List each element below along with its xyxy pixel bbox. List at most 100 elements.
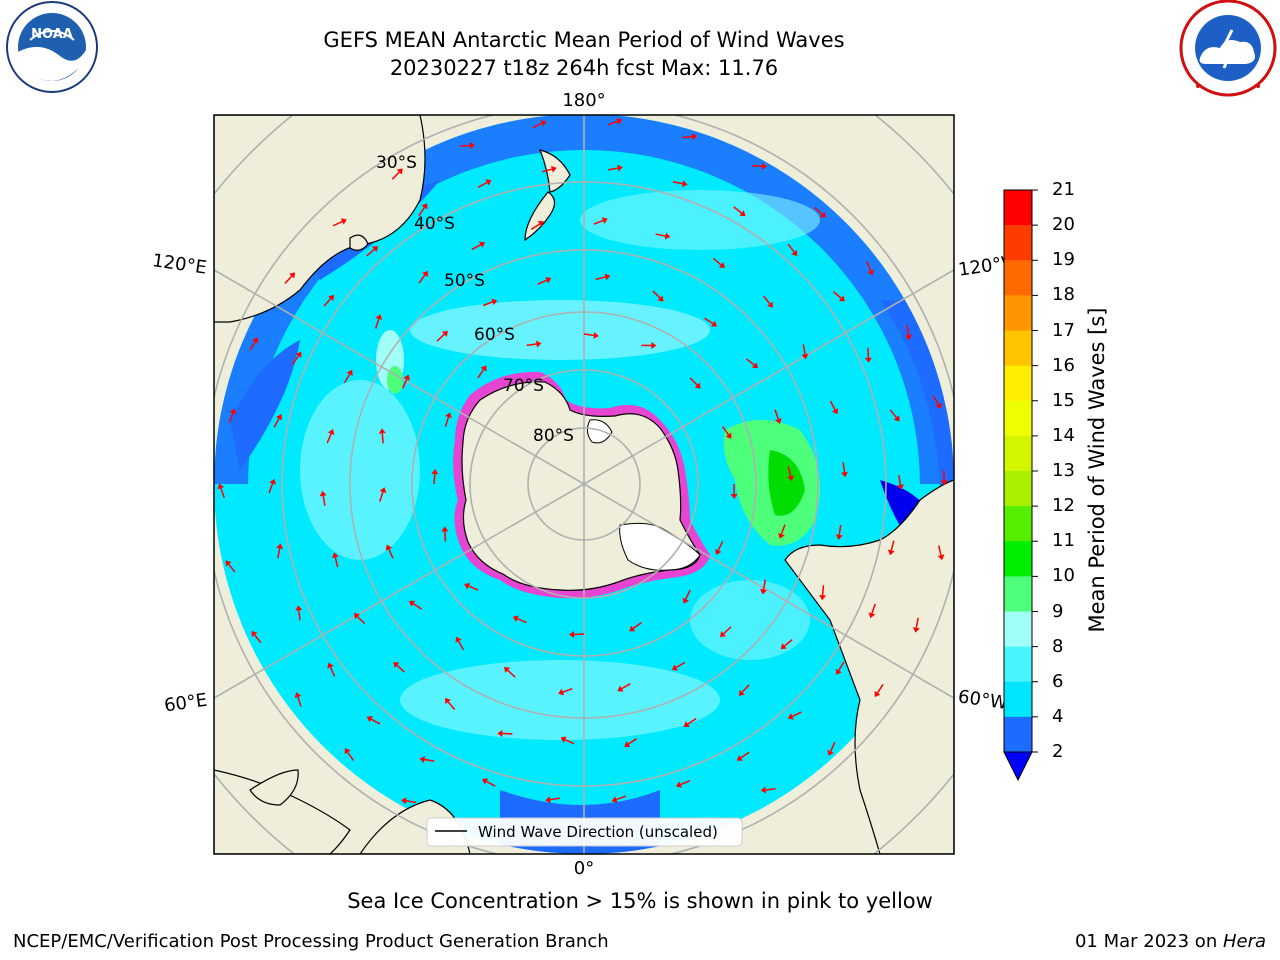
- wind-wave-arrow-head: [455, 636, 462, 643]
- chart-title: GEFS MEAN Antarctic Mean Period of Wind …: [323, 28, 845, 52]
- wind-wave-arrow-shaft: [652, 290, 661, 299]
- colorbar-tick-label: 4: [1052, 705, 1064, 727]
- wind-wave-arrow-head: [441, 330, 448, 337]
- colorbar-tick-label: 6: [1052, 670, 1064, 692]
- colorbar-tick-label: 16: [1052, 354, 1075, 376]
- wind-wave-arrow-head: [675, 781, 682, 788]
- wind-wave-arrow-shaft: [254, 634, 262, 644]
- wind-wave-arrow-shaft: [763, 295, 771, 305]
- wind-wave-arrow-shaft: [268, 483, 274, 494]
- wind-wave-arrow-head: [736, 754, 743, 761]
- colorbar: [1003, 189, 1038, 782]
- wind-wave-arrow-shaft: [689, 377, 698, 386]
- wind-wave-arrow-head: [422, 270, 428, 278]
- wind-wave-arrow-head: [629, 625, 636, 632]
- colorbar-extend-arrow: [1003, 751, 1033, 782]
- wind-wave-arrow-head: [464, 582, 471, 590]
- wind-wave-arrow-head: [540, 120, 547, 127]
- legend-label: Wind Wave Direction (unscaled): [478, 823, 718, 841]
- wind-wave-arrow-shaft: [374, 318, 380, 329]
- wind-wave-arrow-head: [497, 729, 503, 737]
- wind-wave-arrow-head: [761, 162, 768, 170]
- wind-wave-arrow-shaft: [366, 248, 375, 257]
- wind-wave-arrow-shaft: [297, 696, 302, 707]
- wind-wave-arrow-head: [327, 662, 334, 669]
- colorbar-segment: [1004, 611, 1032, 648]
- colorbar-segment: [1004, 400, 1032, 437]
- colorbar-tick-label: 17: [1052, 319, 1075, 341]
- wind-wave-arrow-head: [353, 613, 360, 620]
- wind-wave-arrow-shaft: [436, 333, 445, 342]
- wind-wave-arrow-shaft: [898, 474, 902, 486]
- wind-wave-arrow-head: [537, 221, 544, 227]
- wind-wave-arrow-shaft: [332, 220, 343, 227]
- wind-wave-arrow-shaft: [593, 219, 604, 225]
- wind-wave-arrow-shaft: [607, 167, 619, 171]
- wind-wave-arrow-head: [569, 631, 575, 639]
- wind-wave-arrow-head: [550, 165, 557, 173]
- wind-wave-arrow-shaft: [284, 275, 293, 285]
- colorbar-segment: [1004, 330, 1032, 367]
- wind-wave-arrow-head: [482, 778, 489, 785]
- wind-wave-arrow-shaft: [627, 737, 638, 745]
- wind-wave-arrow-shaft: [277, 548, 281, 559]
- wind-wave-arrow-shaft: [447, 701, 456, 711]
- wind-wave-arrow-shaft: [228, 412, 234, 423]
- wind-wave-arrow-head: [560, 736, 567, 743]
- colorbar-tick-label: 8: [1052, 635, 1064, 657]
- lat-label-60s: 60°S: [474, 325, 515, 345]
- wind-wave-arrow-shaft: [704, 317, 714, 325]
- wind-wave-arrow-shaft: [537, 279, 548, 286]
- wind-wave-arrow-head: [715, 548, 722, 555]
- wind-wave-arrow-shaft: [370, 718, 381, 725]
- wind-wave-arrow-shaft: [228, 563, 236, 573]
- lat-label-30s: 30°S: [376, 153, 417, 173]
- wind-wave-arrow-head: [401, 797, 407, 805]
- wind-wave-arrow-shaft: [507, 669, 516, 678]
- wind-wave-arrow-head: [651, 342, 657, 350]
- wind-wave-arrow-shaft: [889, 409, 898, 419]
- wind-wave-arrow-shaft: [937, 545, 942, 556]
- wind-wave-arrow-head: [558, 688, 565, 696]
- colorbar-tick-label: 10: [1052, 565, 1075, 587]
- wind-wave-arrow-shaft: [787, 466, 792, 477]
- wind-wave-arrow-head: [340, 218, 347, 225]
- wind-wave-arrow-shaft: [459, 144, 470, 147]
- wind-wave-arrow-shaft: [530, 223, 541, 231]
- wind-wave-arrow-head: [874, 690, 881, 698]
- colorbar-segment: [1004, 190, 1032, 226]
- wind-wave-arrow-head: [491, 298, 498, 306]
- wind-wave-arrow-shaft: [876, 684, 884, 694]
- wind-wave-arrow-shaft: [717, 541, 724, 551]
- wind-wave-arrow-shaft: [616, 795, 627, 801]
- colorbar-segment: [1004, 260, 1032, 296]
- wind-wave-arrow-shaft: [765, 788, 776, 791]
- colorbar-tick-label: 2: [1052, 741, 1064, 762]
- graticule: [214, 115, 954, 854]
- wind-wave-arrow-shaft: [672, 181, 683, 185]
- wind-wave-arrow-head: [441, 526, 449, 532]
- wind-wave-arrow-head: [787, 713, 794, 720]
- colorbar-segment: [1004, 471, 1032, 507]
- colorbar-tick-label: 11: [1052, 530, 1075, 552]
- wind-wave-arrow-head: [887, 549, 895, 556]
- wind-wave-arrow-head: [760, 786, 767, 794]
- wind-wave-arrow-head: [791, 249, 798, 256]
- wind-wave-arrow-shaft: [468, 585, 479, 591]
- wind-wave-arrow-head: [787, 475, 795, 482]
- wind-wave-arrow-head: [905, 334, 913, 341]
- wind-wave-arrow-head: [545, 796, 551, 804]
- wind-wave-arrow-shaft: [396, 664, 405, 673]
- chart-subtitle: 20230227 t18z 264h fcst Max: 11.76: [389, 56, 779, 80]
- wind-wave-arrow-shaft: [444, 531, 447, 542]
- lat-label-50s: 50°S: [444, 271, 485, 291]
- wind-wave-arrow-shaft: [712, 257, 722, 266]
- wind-wave-arrow-head: [225, 560, 232, 567]
- footer-credit: NCEP/EMC/Verification Post Processing Pr…: [13, 931, 609, 952]
- wind-wave-arrow-head: [868, 612, 876, 619]
- wind-wave-arrow-head: [289, 272, 296, 279]
- wind-wave-arrow-head: [710, 320, 718, 327]
- wind-wave-arrow-shaft: [573, 633, 585, 636]
- lon-label-60e: 60°E: [163, 690, 209, 717]
- colorbar-tick-label: 21: [1052, 179, 1075, 200]
